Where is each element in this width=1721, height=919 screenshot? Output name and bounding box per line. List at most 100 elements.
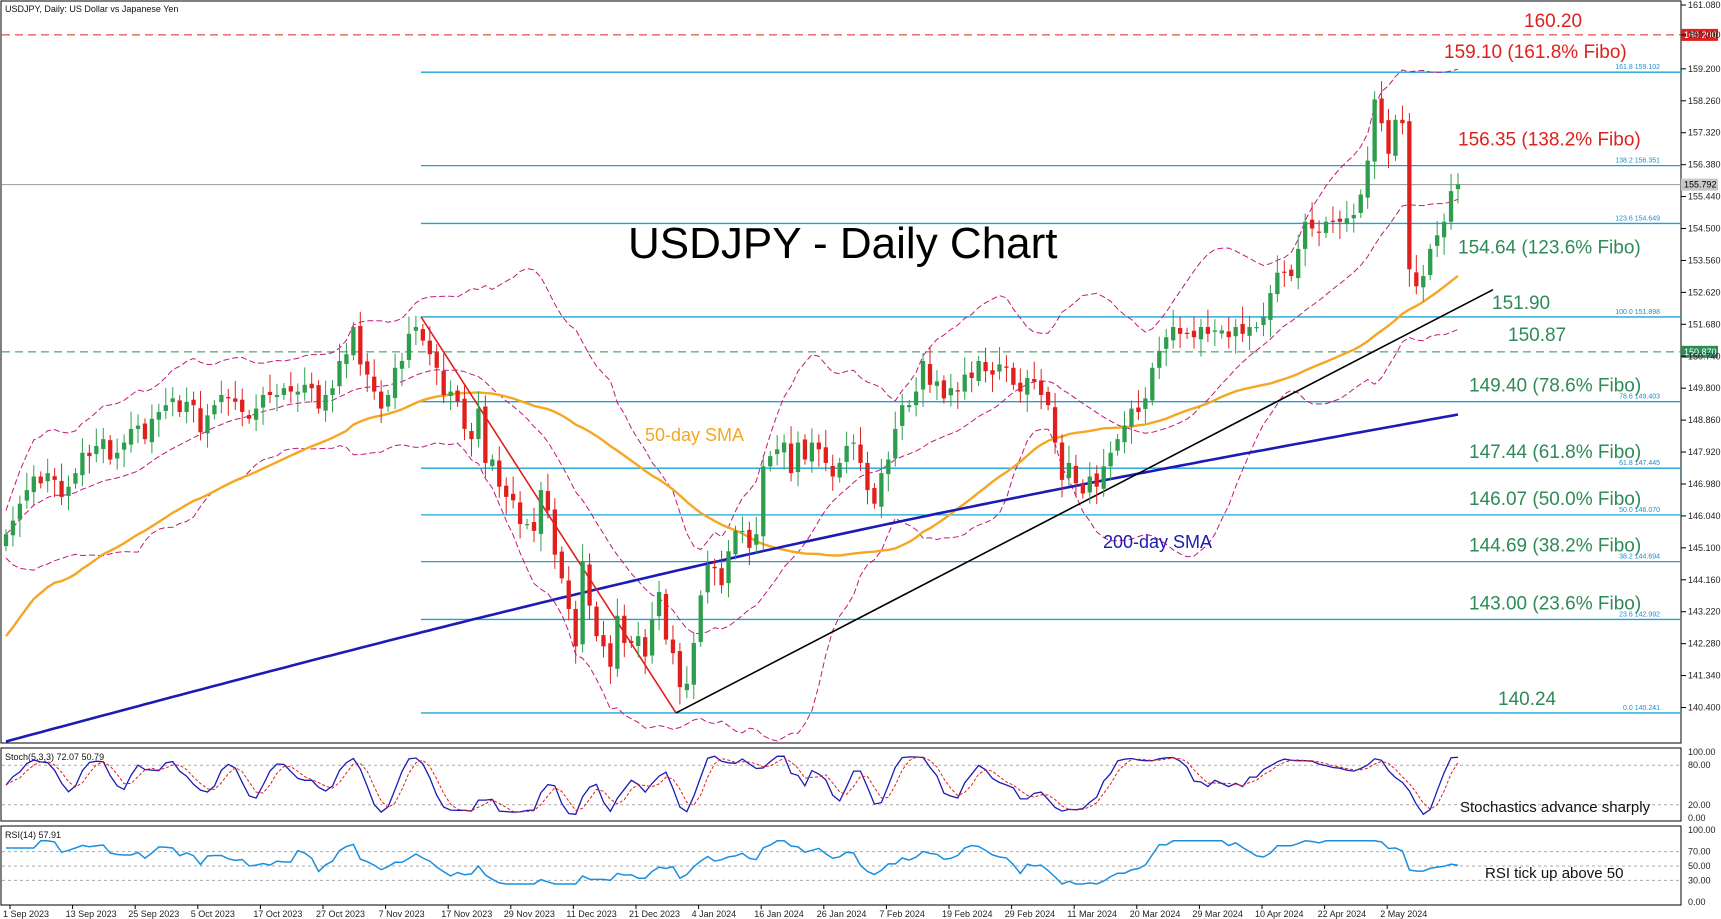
symbol-header: USDJPY, Daily: US Dollar vs Japanese Yen	[5, 4, 178, 14]
time-tick-label: 4 Jan 2024	[692, 909, 737, 919]
candle	[205, 404, 210, 448]
candle-body	[1184, 332, 1190, 335]
candle-body	[1157, 350, 1162, 368]
candle-body	[281, 388, 287, 395]
candle-body	[1358, 194, 1363, 213]
candle-body	[781, 442, 787, 453]
candle-body	[795, 442, 801, 473]
candle	[1421, 264, 1426, 302]
level-tag	[1681, 178, 1718, 191]
rsi-line	[6, 840, 1459, 885]
candle-body	[1219, 330, 1224, 334]
candle-body	[1247, 327, 1252, 336]
candle	[712, 558, 717, 586]
candle	[274, 383, 280, 412]
candle-body	[1198, 327, 1204, 340]
candle	[504, 477, 509, 515]
candle	[1171, 309, 1176, 349]
candle-body	[1101, 466, 1106, 489]
candle	[281, 383, 287, 401]
candle	[636, 621, 641, 658]
candle	[927, 346, 933, 393]
candle	[726, 540, 731, 598]
time-tick-label: 2 May 2024	[1380, 909, 1427, 919]
candle-body	[1025, 377, 1030, 395]
candle-body	[1032, 379, 1037, 382]
candle-body	[212, 405, 217, 415]
candle-body	[1351, 214, 1356, 219]
candle-body	[677, 651, 683, 688]
candle	[851, 434, 856, 461]
candle	[45, 458, 50, 493]
price-tick-label: 150.740	[1688, 351, 1721, 361]
candle	[337, 343, 342, 395]
candle-body	[1129, 408, 1134, 427]
candle	[240, 388, 245, 427]
candle	[1052, 392, 1058, 454]
candle	[705, 550, 710, 604]
candle	[1365, 146, 1370, 209]
candle	[629, 635, 634, 649]
rsi-header: RSI(14) 57.91	[5, 830, 61, 840]
candle	[1226, 317, 1231, 349]
candle-body	[1344, 218, 1349, 224]
candle	[483, 395, 488, 478]
candle-body	[476, 408, 481, 440]
candle-body	[893, 428, 898, 459]
price-tick-label: 158.260	[1688, 96, 1721, 106]
candle	[330, 380, 335, 413]
candle	[893, 411, 898, 467]
candle-body	[399, 361, 405, 369]
candle-body	[531, 522, 537, 531]
fibo-small-label: 123.6 154.649	[1615, 215, 1660, 222]
candle	[1386, 108, 1391, 169]
candle-body	[594, 606, 599, 637]
price-tick-label: 156.380	[1688, 160, 1721, 170]
candle	[976, 355, 981, 387]
candle-body	[1052, 407, 1058, 443]
candle	[775, 435, 780, 466]
candle	[31, 465, 36, 507]
candle	[1025, 369, 1030, 412]
fibo-small-label: 50.0 146.070	[1619, 507, 1660, 514]
candle	[156, 403, 161, 438]
moving-averages-layer	[5, 274, 1459, 743]
candle	[212, 400, 217, 420]
candle	[538, 481, 544, 552]
candle	[962, 357, 967, 400]
fibo-small-label: 100.0 151.898	[1615, 309, 1660, 316]
candle-body	[1289, 269, 1294, 277]
candle-body	[768, 456, 773, 467]
price-tick-label: 155.440	[1688, 192, 1721, 202]
candle	[73, 468, 78, 489]
candle	[198, 390, 203, 441]
candle-body	[1177, 328, 1183, 334]
fibo-small-label: 61.8 147.445	[1619, 460, 1660, 467]
candle	[1351, 203, 1356, 233]
candle-body	[1448, 191, 1454, 222]
candle	[441, 353, 446, 404]
candle-body	[726, 551, 731, 584]
candle	[17, 495, 23, 537]
candle	[1136, 390, 1141, 421]
candle	[1059, 434, 1065, 498]
candle	[406, 316, 412, 369]
candle	[761, 455, 766, 551]
candle-body	[907, 405, 912, 408]
price-tick-label: 144.160	[1688, 575, 1721, 585]
candle	[907, 400, 912, 413]
candle-body	[705, 564, 710, 593]
candle	[1032, 361, 1037, 390]
candle-body	[733, 530, 738, 555]
candle	[837, 457, 842, 483]
candle	[733, 525, 738, 560]
candle	[1448, 173, 1454, 230]
price-tick-label: 161.080	[1688, 0, 1721, 10]
candle	[1268, 284, 1273, 338]
candle	[1039, 369, 1044, 410]
candle-body	[1372, 99, 1377, 162]
candle-body	[406, 333, 412, 360]
candle	[219, 380, 224, 414]
candle-body	[545, 491, 551, 511]
candle-body	[191, 399, 196, 406]
